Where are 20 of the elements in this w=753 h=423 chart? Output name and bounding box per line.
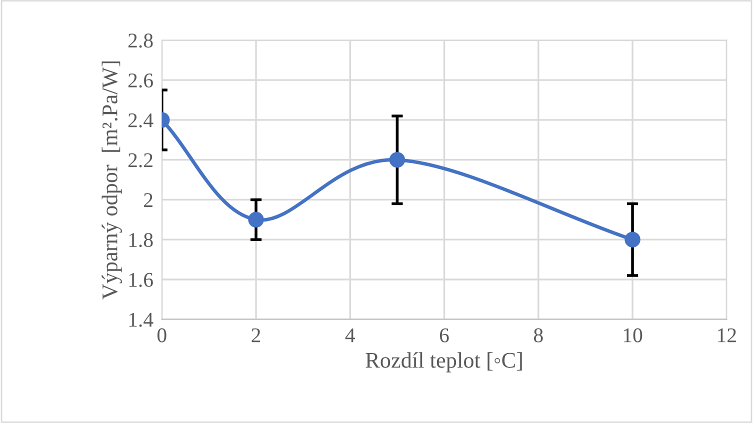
y-tick-label: 2.8 <box>128 34 153 48</box>
y-tick-label: 2.6 <box>128 74 153 88</box>
x-tick-label: 12 <box>718 328 736 342</box>
y-tick-label: 1.6 <box>129 272 153 288</box>
y-tick-label: 2 <box>144 193 152 207</box>
y-tick-label: 2.2 <box>128 153 152 168</box>
y-tick-label: 1.8 <box>129 232 153 248</box>
x-tick-label: 4 <box>345 328 356 342</box>
y-axis-title: Výparný odpor [m².Pa/W] <box>102 61 122 300</box>
x-tick-label: 10 <box>624 328 642 342</box>
point <box>624 232 640 248</box>
x-axis-title: Rozdíl teplot [◦C] <box>366 352 522 372</box>
y-tick-label: 2.4 <box>128 113 154 128</box>
y-tick-label: 1.4 <box>129 312 154 327</box>
x-tick-label: 2 <box>252 328 260 342</box>
x-tick-label: 6 <box>440 328 449 342</box>
x-tick-label: 0 <box>157 328 166 342</box>
point <box>389 152 406 168</box>
x-tick-label: 8 <box>534 328 543 342</box>
point <box>248 212 264 228</box>
